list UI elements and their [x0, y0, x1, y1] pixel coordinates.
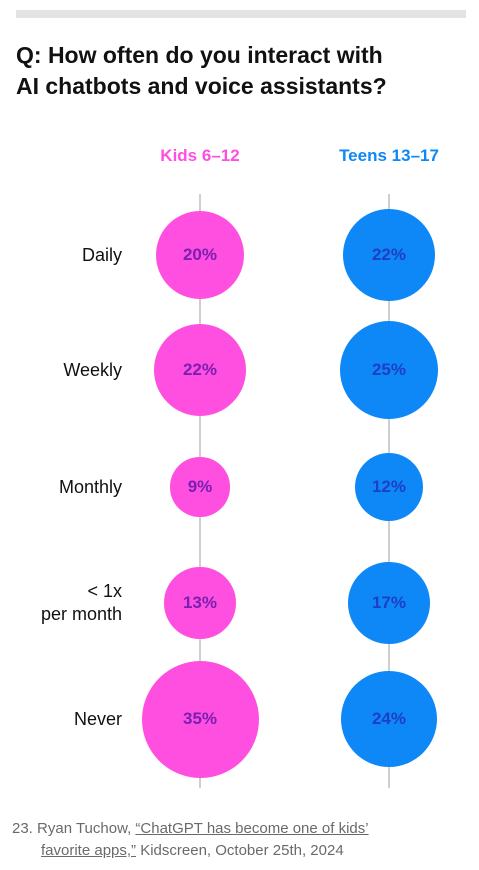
series-header-teens: Teens 13–17 — [339, 146, 439, 165]
kids-bubble-1: 22% — [153, 323, 247, 417]
teens-bubble-4: 24% — [340, 670, 438, 768]
chart-title: Q: How often do you interact with AI cha… — [16, 40, 466, 102]
footnote: 23. Ryan Tuchow, “ChatGPT has become one… — [12, 818, 467, 862]
kids-bubble-3: 13% — [164, 567, 236, 639]
footnote-number: 23. — [12, 820, 33, 837]
teens-bubble-2: 12% — [354, 452, 424, 522]
chart-title-line-1: Q: How often do you interact with — [16, 42, 383, 68]
teens-bubble-0: 22% — [342, 208, 436, 302]
chart-title-line-2: AI chatbots and voice assistants? — [16, 73, 387, 99]
row-label-2: Monthly — [58, 476, 122, 497]
row-label-1: Weekly — [63, 359, 122, 380]
footnote-source: Kidscreen, October 25th, 2024 — [140, 842, 344, 859]
row-label-0: Daily — [81, 244, 122, 265]
row-label-4: Never — [73, 708, 122, 729]
row-label-3: < 1x per month — [40, 581, 122, 624]
series-header-kids: Kids 6–12 — [160, 146, 240, 165]
footnote-link-part-1[interactable]: “ChatGPT has become one of kids’ — [135, 820, 369, 837]
top-divider-bar — [16, 10, 466, 18]
kids-bubble-4: 35% — [141, 660, 259, 778]
kids-bubble-0: 20% — [155, 210, 245, 300]
kids-bubble-2: 9% — [170, 457, 230, 517]
teens-bubble-1: 25% — [339, 320, 439, 420]
teens-bubble-3: 17% — [348, 562, 430, 644]
footnote-author: Ryan Tuchow, — [37, 820, 132, 837]
footnote-link-part-2[interactable]: favorite apps,” — [41, 842, 137, 859]
